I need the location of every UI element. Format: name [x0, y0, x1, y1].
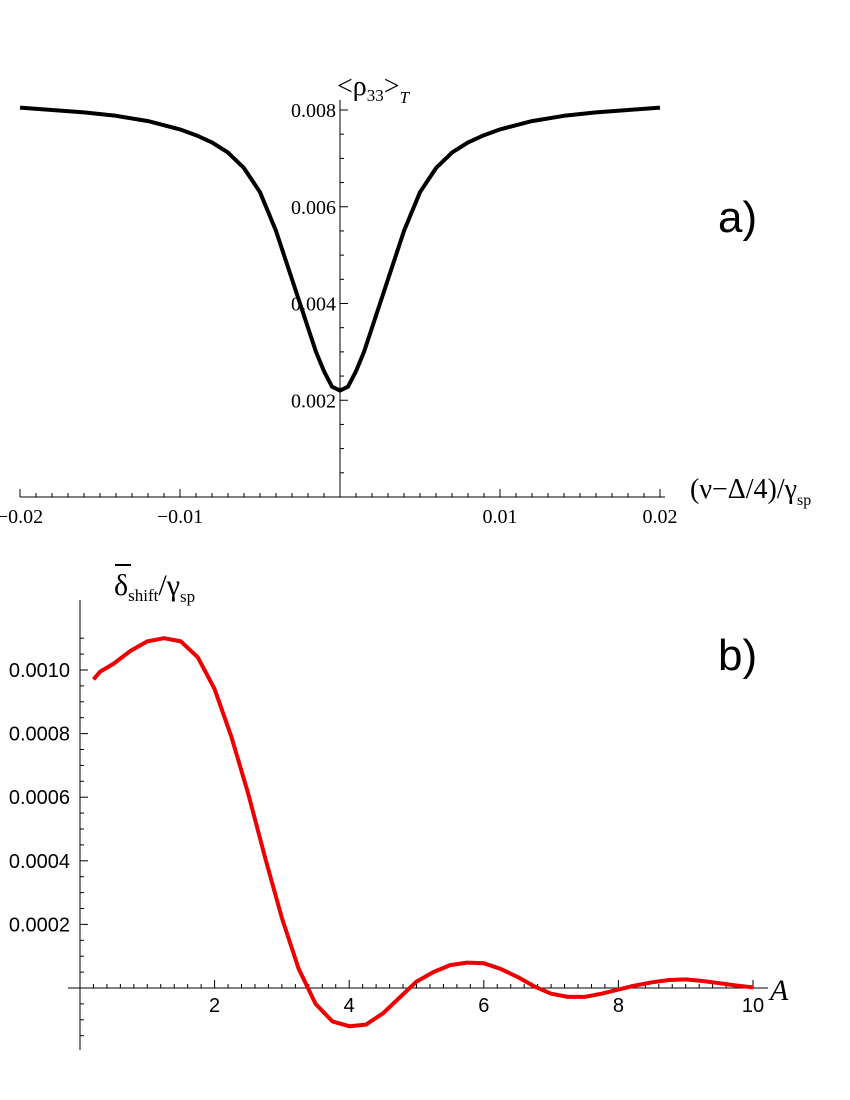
x-tick-label: 10: [742, 995, 764, 1017]
x-tick-label: 6: [478, 995, 489, 1017]
y-tick-label: 0.0008: [9, 724, 70, 746]
y-axis-label: <ρ33>T: [337, 71, 411, 107]
x-tick-label: 0.02: [643, 506, 678, 528]
y-tick-label: 0.0002: [9, 914, 70, 936]
axis-ticks: 2 4 6 8 10 0.0002 0.0004 0.0006 0.0008 0.0010: [9, 637, 764, 1037]
panel-label: b): [718, 631, 757, 680]
x-tick-label: 8: [613, 995, 624, 1017]
y-tick-label: 0.006: [291, 197, 336, 219]
x-axis-label: A: [768, 974, 789, 1007]
y-tick-label: 0.008: [291, 100, 336, 122]
x-axis-label: (ν−Δ/4)/γsp: [690, 474, 811, 509]
y-axis-label: δshift/γsp: [114, 569, 195, 606]
y-tick-label: 0.0006: [9, 787, 70, 809]
series-line: [91, 636, 754, 1029]
y-tick-label: 0.002: [291, 390, 336, 412]
x-tick-label: −0.01: [157, 506, 203, 528]
x-tick-label: 0.01: [483, 506, 518, 528]
x-tick-label: 4: [344, 995, 355, 1017]
y-tick-label: 0.0004: [9, 851, 70, 873]
y-tick-label: 0.0010: [9, 660, 70, 682]
panel-label: a): [718, 193, 757, 242]
series-line: [19, 105, 661, 393]
x-tick-label: −0.02: [0, 506, 43, 528]
x-tick-label: 2: [209, 995, 220, 1017]
